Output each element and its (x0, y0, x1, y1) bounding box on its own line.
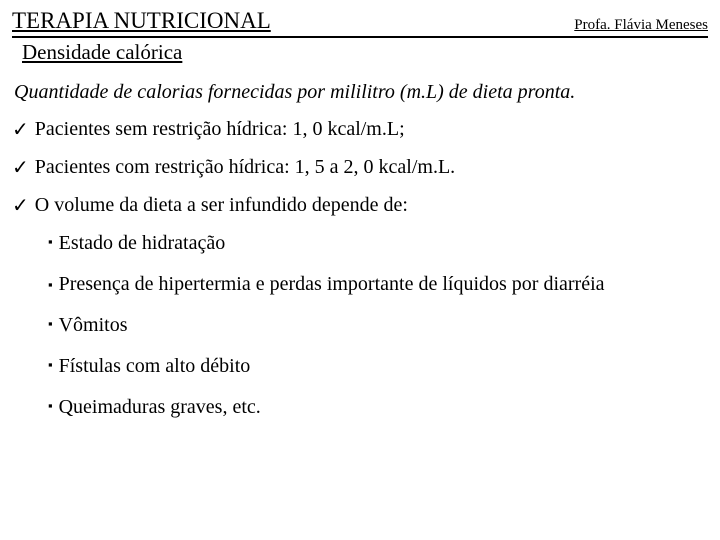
author-name: Profa. Flávia Meneses (574, 17, 708, 34)
check-list: ✓ Pacientes sem restrição hídrica: 1, 0 … (12, 118, 708, 218)
square-text: Estado de hidratação (59, 232, 226, 255)
definition-text: Quantidade de calorias fornecidas por mi… (14, 81, 708, 104)
square-bullet-icon: ▪ (48, 314, 53, 335)
square-item: ▪ Queimaduras graves, etc. (48, 396, 708, 419)
square-item: ▪ Estado de hidratação (48, 232, 708, 255)
square-text: Queimaduras graves, etc. (59, 396, 261, 419)
check-item: ✓ Pacientes com restrição hídrica: 1, 5 … (12, 156, 708, 180)
square-bullet-icon: ▪ (48, 396, 53, 417)
check-text: Pacientes sem restrição hídrica: 1, 0 kc… (35, 118, 405, 141)
square-bullet-icon: ▪ (48, 277, 53, 292)
checkmark-icon: ✓ (12, 156, 29, 180)
square-item: ▪ Vômitos (48, 314, 708, 337)
square-item: ▪ Presença de hipertermia e perdas import… (48, 273, 698, 296)
check-item: ✓ O volume da dieta a ser infundido depe… (12, 194, 708, 218)
square-text: Fístulas com alto débito (59, 355, 251, 378)
subtitle: Densidade calórica (22, 40, 708, 65)
check-item: ✓ Pacientes sem restrição hídrica: 1, 0 … (12, 118, 708, 142)
square-bullet-icon: ▪ (48, 355, 53, 376)
checkmark-icon: ✓ (12, 118, 29, 142)
square-bullet-icon: ▪ (48, 232, 53, 253)
checkmark-icon: ✓ (12, 194, 29, 218)
main-title: TERAPIA NUTRICIONAL (12, 8, 271, 34)
square-text: Vômitos (59, 314, 128, 337)
square-text: Presença de hipertermia e perdas importa… (59, 273, 605, 295)
check-text: O volume da dieta a ser infundido depend… (35, 194, 408, 217)
square-item: ▪ Fístulas com alto débito (48, 355, 708, 378)
check-text: Pacientes com restrição hídrica: 1, 5 a … (35, 156, 455, 179)
square-list: ▪ Estado de hidratação ▪ Presença de hipe… (48, 232, 708, 419)
header: TERAPIA NUTRICIONAL Profa. Flávia Menese… (12, 8, 708, 38)
